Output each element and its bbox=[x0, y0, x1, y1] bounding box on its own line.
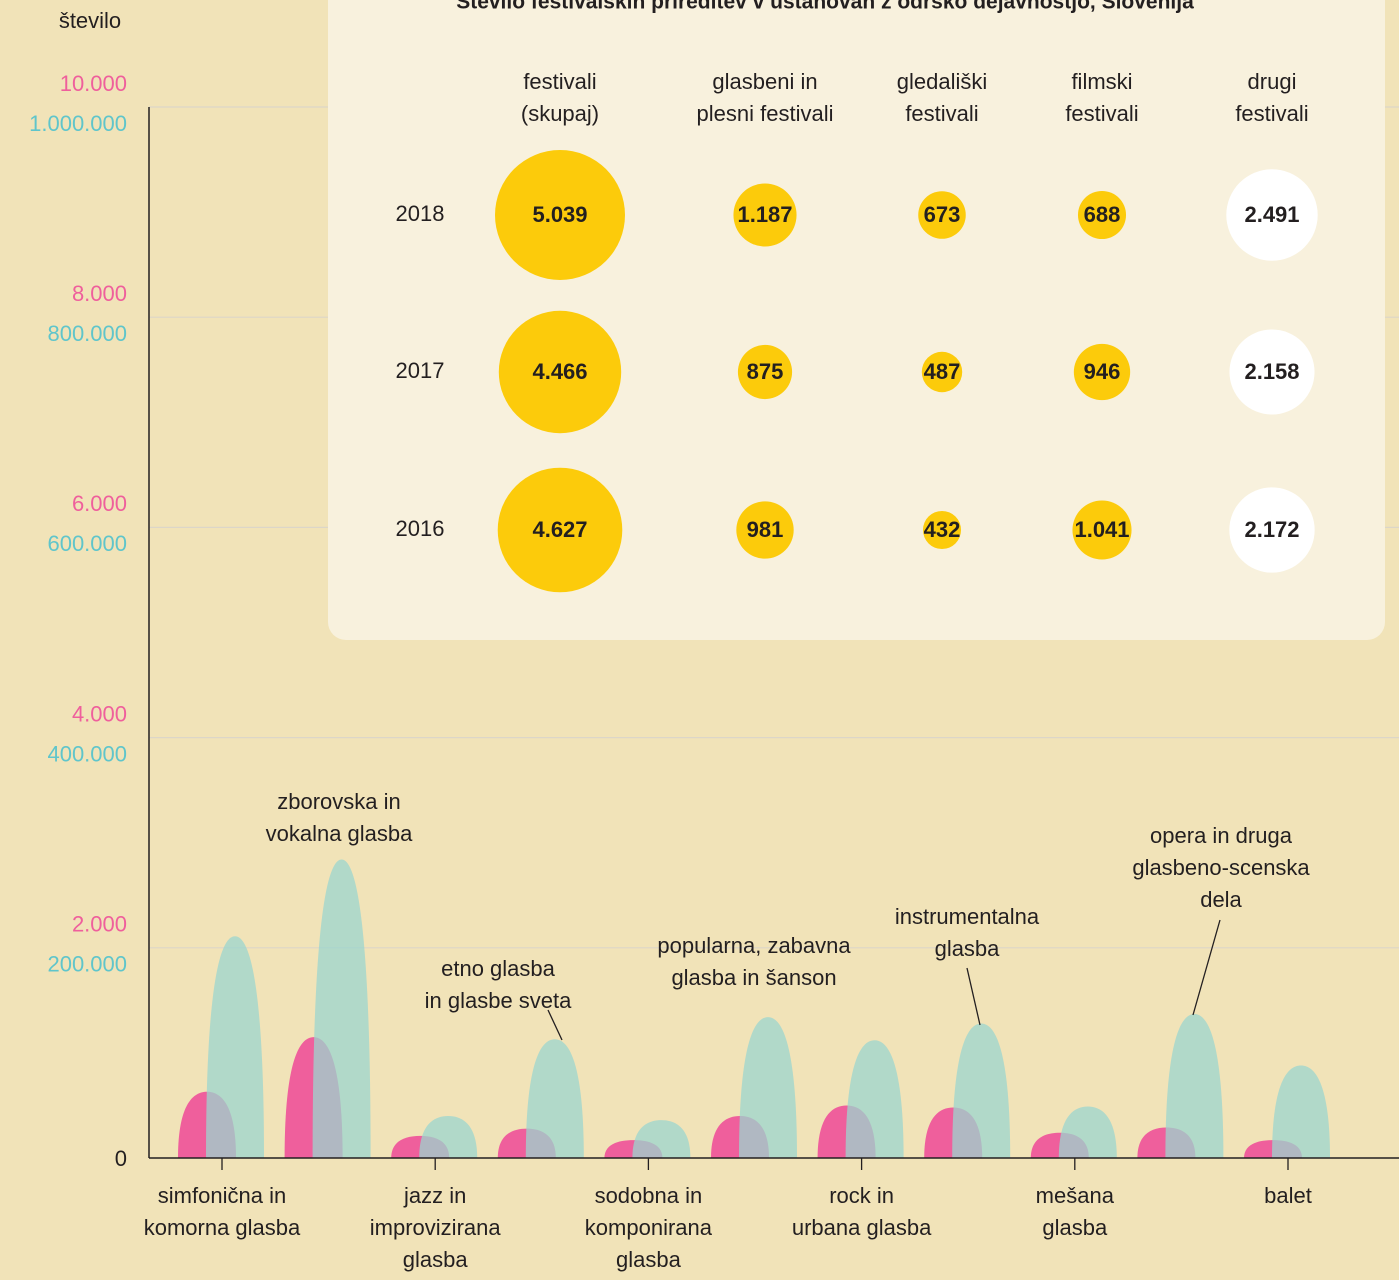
value-label: 432 bbox=[924, 517, 961, 542]
hump bbox=[632, 1120, 691, 1158]
bubble bbox=[737, 344, 793, 400]
value-label: 1.187 bbox=[737, 202, 792, 227]
hump bbox=[845, 1040, 904, 1158]
value-label: 673 bbox=[924, 202, 961, 227]
bubble bbox=[1229, 329, 1315, 415]
leader-line bbox=[547, 1009, 563, 1041]
column-header: drugi festivali bbox=[1235, 69, 1308, 126]
bubble bbox=[495, 150, 625, 280]
bubble bbox=[921, 351, 963, 393]
hump bbox=[952, 1023, 1011, 1158]
value-label: 2.491 bbox=[1244, 202, 1299, 227]
x-tick-label: jazz in improvizirana glasba bbox=[370, 1183, 502, 1272]
value-label: 688 bbox=[1084, 202, 1121, 227]
value-label: 5.039 bbox=[532, 202, 587, 227]
y2-tick-label: 600.000 bbox=[47, 531, 127, 556]
leader-line bbox=[1192, 919, 1221, 1016]
column-header: glasbeni in plesni festivali bbox=[697, 69, 834, 126]
x-tick-label: mešana glasba bbox=[1036, 1183, 1115, 1240]
value-label: 1.041 bbox=[1074, 517, 1129, 542]
column-header: gledališki festivali bbox=[897, 69, 988, 126]
value-label: 946 bbox=[1084, 359, 1121, 384]
x-tick-label: balet bbox=[1264, 1183, 1312, 1208]
hump bbox=[312, 859, 371, 1158]
bubble bbox=[736, 501, 794, 559]
column-header: festivali (skupaj) bbox=[521, 69, 599, 126]
leader-line bbox=[966, 967, 981, 1026]
y-tick-label: 10.000 bbox=[60, 71, 127, 96]
column-header: filmski festivali bbox=[1065, 69, 1138, 126]
hump bbox=[1272, 1065, 1330, 1158]
humps bbox=[178, 859, 1330, 1158]
hump bbox=[419, 1115, 478, 1158]
y-tick-label: 4.000 bbox=[72, 701, 127, 726]
category-label: zborovska in vokalna glasba bbox=[266, 789, 414, 846]
x-tick-label: simfonična in komorna glasba bbox=[144, 1183, 301, 1240]
category-label: opera in druga glasbeno-scenska dela bbox=[1132, 823, 1310, 912]
bubble bbox=[1073, 343, 1131, 401]
hump bbox=[525, 1039, 584, 1158]
inset-panel bbox=[328, 0, 1385, 640]
value-label: 2.172 bbox=[1244, 517, 1299, 542]
y-tick-label: 0 bbox=[115, 1146, 127, 1171]
hump bbox=[1165, 1014, 1224, 1158]
inset-title: Število festivalskih prireditev v ustano… bbox=[456, 0, 1194, 14]
x-tick-label: rock in urbana glasba bbox=[792, 1183, 932, 1240]
row-label: 2018 bbox=[396, 201, 445, 226]
value-label: 981 bbox=[747, 517, 784, 542]
value-label: 875 bbox=[747, 359, 784, 384]
x-tick-label: sodobna in komponirana glasba bbox=[585, 1183, 713, 1272]
value-label: 4.466 bbox=[532, 359, 587, 384]
row-label: 2017 bbox=[396, 358, 445, 383]
bubble bbox=[497, 467, 623, 593]
y-tick-label: 6.000 bbox=[72, 491, 127, 516]
y-axis-label: število bbox=[59, 8, 121, 33]
category-label: etno glasba in glasbe sveta bbox=[425, 956, 573, 1013]
y-tick-label: 2.000 bbox=[72, 912, 127, 937]
value-label: 2.158 bbox=[1244, 359, 1299, 384]
bubble bbox=[922, 510, 962, 550]
hump bbox=[206, 936, 264, 1158]
bubble bbox=[1077, 190, 1127, 240]
category-label: popularna, zabavna glasba in šanson bbox=[657, 933, 851, 990]
hump bbox=[1058, 1106, 1117, 1158]
y2-tick-label: 200.000 bbox=[47, 952, 127, 977]
y2-tick-label: 400.000 bbox=[47, 741, 127, 766]
bubble bbox=[498, 310, 622, 434]
bubble bbox=[733, 183, 797, 247]
value-label: 487 bbox=[924, 359, 961, 384]
y2-tick-label: 800.000 bbox=[47, 321, 127, 346]
category-label: instrumentalna glasba bbox=[895, 904, 1040, 961]
value-label: 4.627 bbox=[532, 517, 587, 542]
row-label: 2016 bbox=[396, 516, 445, 541]
bubble bbox=[918, 191, 966, 239]
y2-tick-label: 1.000.000 bbox=[29, 111, 127, 136]
bubble bbox=[1072, 500, 1132, 560]
y-tick-label: 8.000 bbox=[72, 281, 127, 306]
hump bbox=[739, 1017, 797, 1158]
bubble bbox=[1229, 487, 1315, 573]
bubble bbox=[1226, 169, 1318, 261]
